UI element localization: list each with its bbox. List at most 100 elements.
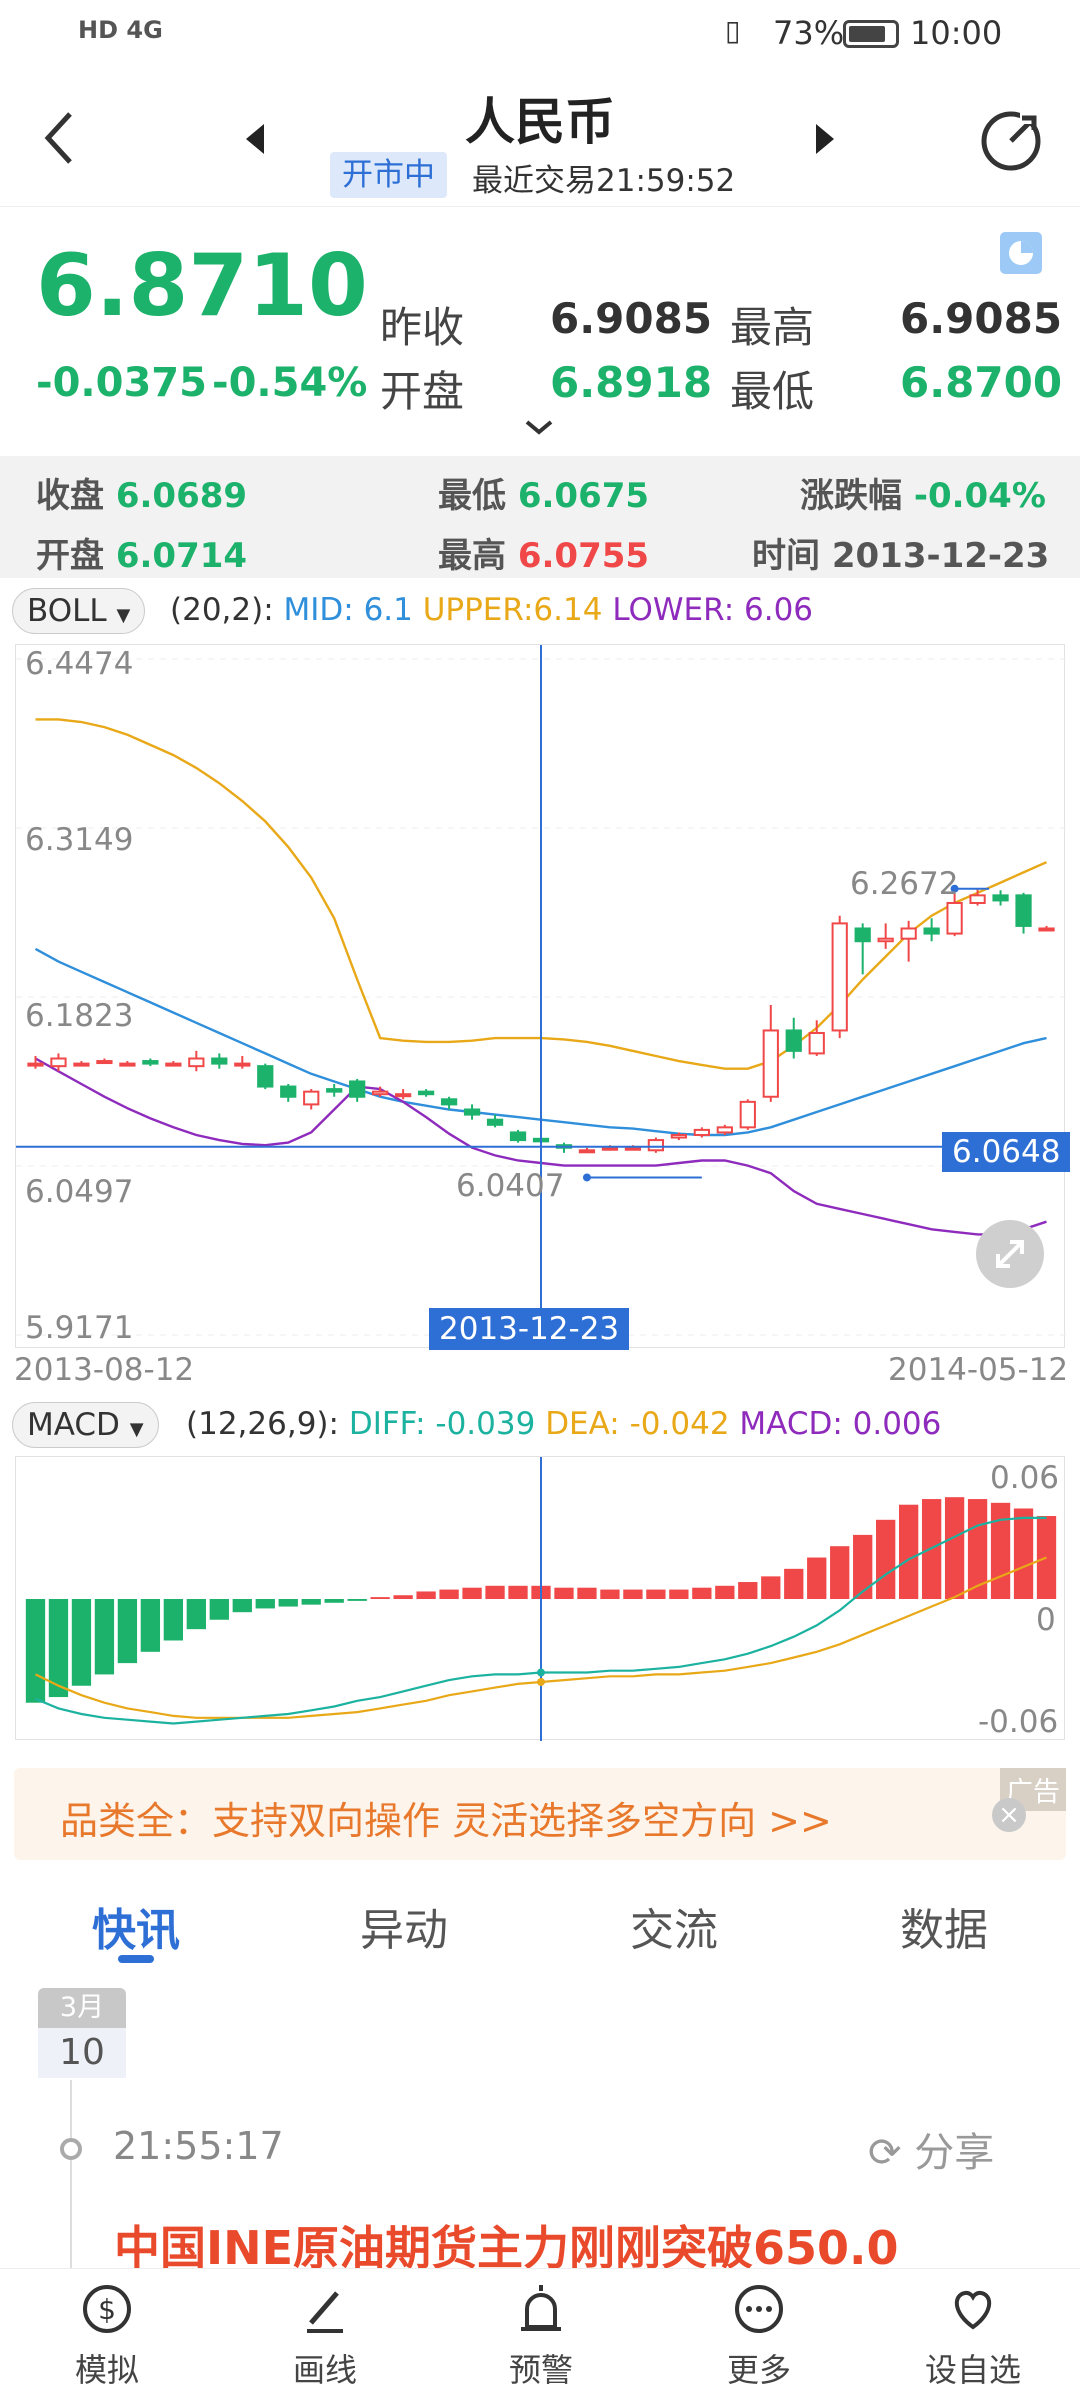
back-button[interactable] <box>40 108 80 172</box>
nav-draw[interactable]: 画线 <box>250 2279 400 2391</box>
macd-chart[interactable] <box>15 1456 1065 1741</box>
news-headline[interactable]: 中国INE原油期货主力刚刚突破650.0 <box>114 2221 899 2275</box>
tab-movers[interactable]: 异动 <box>360 1905 448 1956</box>
macd-bar <box>301 1599 321 1605</box>
candle-body <box>372 1090 389 1096</box>
timeline-dot <box>60 2138 82 2160</box>
macd-bar <box>393 1595 413 1599</box>
kline-chart[interactable] <box>15 644 1066 1349</box>
candle-body <box>693 1128 710 1136</box>
high-label: 最高 <box>730 303 815 352</box>
macd-y-label-bottom: -0.06 <box>978 1704 1059 1740</box>
max-marker-dot <box>950 884 959 893</box>
fullscreen-button[interactable] <box>976 1220 1044 1288</box>
macd-bar <box>140 1599 161 1652</box>
more-icon <box>735 2285 783 2333</box>
info-open-label: 开盘 <box>36 536 104 576</box>
macd-bar <box>646 1589 666 1599</box>
expand-quote-button[interactable] <box>523 418 555 442</box>
candle-body <box>257 1065 274 1088</box>
boll-indicator-select[interactable]: BOLL ▼ <box>12 588 146 634</box>
boll-legend: (20,2): MID: 6.1 UPPER:6.14 LOWER: 6.06 <box>170 592 813 628</box>
candle-body <box>624 1146 642 1151</box>
min-price-label: 6.0407 <box>456 1168 565 1204</box>
candle-body <box>578 1149 596 1154</box>
nav-more[interactable]: 更多 <box>684 2279 834 2391</box>
info-close-label: 收盘 <box>36 476 104 516</box>
price-change: -0.0375 <box>36 360 207 406</box>
tab-discuss[interactable]: 交流 <box>630 1905 718 1956</box>
min-marker-dot <box>582 1173 591 1182</box>
candle-body <box>509 1131 527 1142</box>
ad-banner[interactable]: 品类全：支持双向操作 灵活选择多空方向 >> 广告 × <box>14 1768 1066 1860</box>
macd-bar <box>94 1599 115 1675</box>
info-open-value: 6.0714 <box>115 536 248 576</box>
ad-close-button[interactable]: × <box>992 1798 1026 1832</box>
macd-bar <box>416 1591 436 1599</box>
status-bar: HD 4G ▯ 73% 10:00 <box>0 0 1080 70</box>
macd-select-label: MACD <box>27 1407 120 1443</box>
macd-bar <box>485 1585 505 1599</box>
nav-draw-label: 画线 <box>292 2351 357 2389</box>
refresh-button[interactable] <box>978 108 1044 178</box>
macd-bar <box>898 1504 919 1599</box>
nav-alert-label: 预警 <box>508 2351 573 2389</box>
candle-body <box>73 1062 90 1067</box>
candle-body <box>440 1098 458 1106</box>
macd-bar <box>71 1599 92 1686</box>
prev-close-label: 昨收 <box>380 303 465 352</box>
macd-bar <box>186 1599 206 1630</box>
macd-indicator-select[interactable]: MACD ▼ <box>12 1402 159 1448</box>
share-label: 分享 <box>914 2130 995 2176</box>
pie-chart-button[interactable] <box>1000 232 1042 274</box>
crosshair-price-label: 6.0648 <box>942 1132 1071 1172</box>
chevron-down-icon: ▼ <box>129 1419 144 1440</box>
candle-body <box>349 1080 366 1098</box>
page-title: 人民币 <box>465 93 615 151</box>
share-icon: ⟳ <box>868 2130 902 2176</box>
candle-body <box>326 1088 343 1093</box>
nav-alert[interactable]: 预警 <box>466 2279 616 2391</box>
svg-text:$: $ <box>98 2293 116 2326</box>
macd-bar <box>508 1585 528 1599</box>
candle-body <box>165 1062 182 1067</box>
candle-body <box>463 1108 481 1116</box>
macd-y-label-zero: 0 <box>1036 1602 1056 1638</box>
info-high-value: 6.0755 <box>517 536 650 576</box>
macd-bar <box>278 1599 298 1607</box>
prev-symbol-button[interactable] <box>244 122 268 160</box>
candle-body <box>486 1118 504 1126</box>
tab-news[interactable]: 快讯 <box>92 1905 180 1956</box>
ad-text[interactable]: 品类全：支持双向操作 灵活选择多空方向 >> <box>60 1799 832 1843</box>
macd-bar <box>1036 1516 1057 1599</box>
date-month: 3月 <box>38 1988 126 2028</box>
share-button[interactable]: ⟳ 分享 <box>868 2120 994 2178</box>
nav-more-label: 更多 <box>726 2351 791 2389</box>
tab-data[interactable]: 数据 <box>900 1905 988 1956</box>
boll-select-label: BOLL <box>27 593 107 629</box>
x-axis-start: 2013-08-12 <box>14 1352 195 1388</box>
candle-body <box>188 1057 205 1068</box>
macd-bar <box>944 1497 965 1599</box>
macd-bar <box>25 1599 46 1703</box>
macd-bar <box>255 1599 275 1609</box>
high-value: 6.9085 <box>900 294 1063 343</box>
nav-simulate[interactable]: $ 模拟 <box>32 2279 182 2391</box>
next-symbol-button[interactable] <box>812 122 836 160</box>
macd-bar <box>209 1599 229 1620</box>
macd-bar <box>669 1589 689 1599</box>
candle-body <box>27 1062 44 1067</box>
pen-icon <box>307 2291 343 2333</box>
macd-bar <box>232 1599 252 1613</box>
triangle-left-icon <box>246 124 264 154</box>
expand-icon <box>996 1240 1024 1268</box>
pie-chart-icon <box>1009 241 1033 265</box>
boll-lower-value: LOWER: 6.06 <box>612 592 814 628</box>
close-icon: × <box>998 1800 1020 1830</box>
divider <box>0 206 1080 207</box>
crosshair-date-label: 2013-12-23 <box>429 1308 630 1350</box>
macd-bar <box>117 1599 138 1664</box>
macd-bar <box>738 1582 758 1599</box>
nav-watchlist[interactable]: 设自选 <box>898 2279 1048 2391</box>
